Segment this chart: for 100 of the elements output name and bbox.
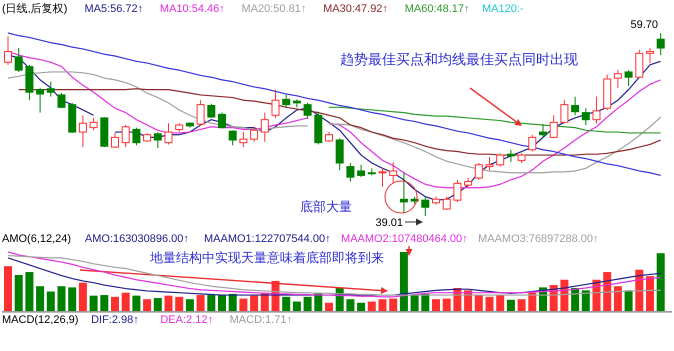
candlestick bbox=[421, 196, 430, 216]
bar bbox=[368, 302, 376, 311]
candlestick bbox=[550, 114, 558, 139]
candlestick bbox=[304, 102, 312, 120]
bar bbox=[25, 272, 34, 311]
bar bbox=[196, 295, 205, 311]
annotation: 底部大量 bbox=[300, 199, 352, 214]
bar bbox=[656, 253, 665, 311]
bar bbox=[282, 296, 290, 311]
text: MAAMO3:76897288.00↑ bbox=[478, 233, 599, 245]
candlestick bbox=[282, 94, 290, 109]
bar bbox=[346, 299, 354, 311]
candlestick bbox=[453, 179, 462, 202]
candlestick bbox=[389, 162, 398, 184]
candlestick bbox=[14, 48, 23, 72]
candlestick bbox=[164, 122, 172, 145]
bar bbox=[432, 299, 440, 311]
candlestick bbox=[90, 117, 98, 131]
candlestick bbox=[518, 152, 526, 164]
bar bbox=[378, 299, 386, 311]
bar bbox=[325, 302, 333, 311]
text: MACD(12,26,9) bbox=[2, 314, 78, 326]
candlestick bbox=[378, 168, 386, 188]
bar bbox=[175, 296, 184, 311]
text: MA10:54.46↑ bbox=[160, 3, 225, 15]
bar bbox=[635, 270, 644, 311]
text: 59.70 bbox=[630, 19, 658, 31]
candlestick bbox=[539, 124, 547, 138]
candlestick bbox=[560, 100, 568, 124]
candlestick bbox=[624, 70, 633, 87]
bar bbox=[442, 298, 451, 311]
bar bbox=[506, 300, 515, 311]
bar bbox=[603, 272, 612, 311]
text: DIF:2.98↑ bbox=[91, 314, 139, 326]
candlestick bbox=[506, 149, 515, 163]
chart-title: (日线,后复权) bbox=[2, 2, 68, 15]
bar bbox=[58, 286, 66, 311]
candlestick bbox=[357, 164, 366, 178]
bar bbox=[154, 298, 162, 311]
bar bbox=[389, 298, 398, 311]
bar bbox=[207, 295, 216, 311]
candlestick bbox=[58, 92, 66, 109]
text: MA5:56.72↑ bbox=[84, 3, 144, 15]
bar bbox=[571, 288, 580, 311]
candlestick bbox=[78, 114, 87, 148]
bar bbox=[400, 252, 408, 311]
candlestick bbox=[250, 126, 258, 142]
bar bbox=[410, 295, 419, 311]
bar bbox=[186, 299, 194, 311]
candlestick bbox=[592, 96, 600, 124]
text: MA60:48.17↑ bbox=[404, 3, 470, 15]
bar bbox=[4, 266, 12, 311]
bar bbox=[132, 296, 140, 311]
text: MA30:47.92↑ bbox=[323, 3, 388, 15]
bar bbox=[111, 296, 119, 311]
candlestick bbox=[196, 100, 205, 126]
bar bbox=[304, 296, 312, 311]
annotation: 趋势最佳买点和均线最佳买点同时出现 bbox=[340, 51, 578, 67]
candlestick bbox=[260, 112, 269, 142]
bar bbox=[496, 295, 504, 311]
bar bbox=[100, 295, 108, 311]
candlestick bbox=[528, 134, 536, 152]
candlestick bbox=[474, 162, 483, 180]
bar bbox=[239, 298, 248, 311]
candlestick bbox=[272, 89, 280, 118]
text: MACD:1.71↑ bbox=[230, 314, 292, 326]
text: MAAMO2:107480464.00↑ bbox=[341, 233, 468, 245]
candlestick bbox=[571, 96, 580, 116]
candlestick bbox=[486, 156, 494, 171]
candlestick bbox=[336, 138, 344, 171]
bar bbox=[582, 290, 590, 311]
bar bbox=[646, 276, 654, 311]
candlestick bbox=[400, 172, 408, 214]
text: MAAMO1:122707544.00↑ bbox=[204, 233, 331, 245]
bar bbox=[624, 290, 633, 311]
candlestick bbox=[36, 87, 44, 114]
candlestick bbox=[218, 112, 226, 130]
chart-title: AMO(6,12,24) bbox=[2, 233, 72, 245]
candlestick bbox=[646, 48, 654, 64]
bar bbox=[518, 299, 526, 311]
bar bbox=[614, 286, 622, 311]
candlestick bbox=[656, 32, 665, 56]
text: MA20:50.81↑ bbox=[242, 3, 306, 15]
bar bbox=[78, 282, 87, 311]
candlestick bbox=[207, 103, 216, 118]
candlestick bbox=[228, 130, 237, 146]
bar bbox=[421, 294, 430, 311]
bar bbox=[528, 292, 536, 311]
candlestick bbox=[614, 70, 622, 88]
bar bbox=[292, 302, 301, 311]
bar bbox=[250, 296, 258, 311]
candlestick bbox=[325, 132, 333, 142]
candlestick bbox=[496, 152, 504, 168]
bar bbox=[357, 302, 366, 311]
bar bbox=[14, 275, 23, 311]
candlestick bbox=[122, 124, 130, 148]
bar bbox=[122, 292, 130, 311]
bar bbox=[143, 299, 152, 311]
bar bbox=[164, 296, 172, 311]
candlestick bbox=[154, 132, 162, 148]
